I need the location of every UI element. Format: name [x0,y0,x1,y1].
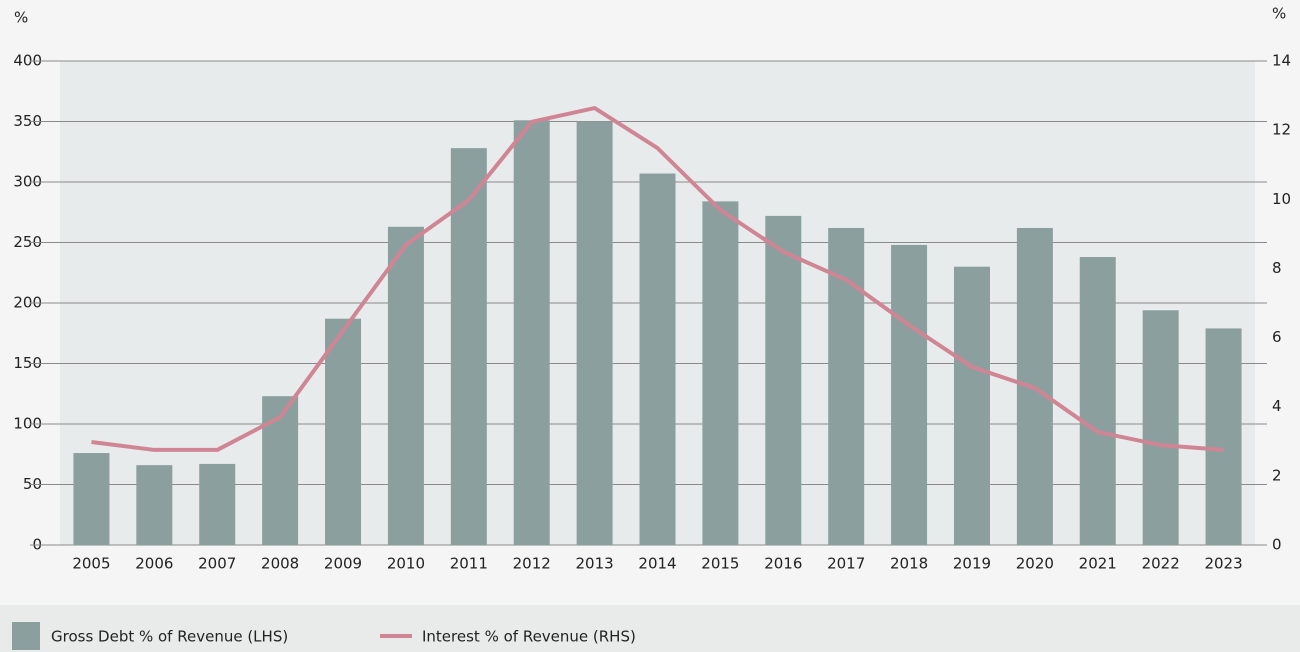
x-tick-label: 2013 [576,555,614,573]
bar [199,463,236,545]
y-tick-label: 200 [13,294,42,312]
x-tick-label: 2021 [1079,555,1117,573]
x-tick-label: 2022 [1142,555,1180,573]
bar [1205,328,1242,545]
y2-tick-label: 12 [1272,121,1291,139]
x-tick-label: 2015 [701,555,739,573]
bar [513,120,550,545]
y-tick-label: 100 [13,415,42,433]
bar [765,215,802,545]
legend-label: Gross Debt % of Revenue (LHS) [51,628,288,646]
x-tick-label: 2005 [72,555,110,573]
bar [73,453,110,545]
y-tick-label: 400 [13,52,42,70]
line [91,106,1224,452]
y-tick-label: 150 [13,354,42,372]
x-tick-label: 2009 [324,555,362,573]
x-tick-label: 2012 [513,555,551,573]
y2-tick-label: 10 [1272,190,1291,208]
bar [450,148,487,545]
bar [1142,310,1179,545]
y-tick-label: 350 [13,112,42,130]
x-tick-label: 2016 [764,555,802,573]
x-tick-label: 2020 [1016,555,1054,573]
y-axis-label: % [14,9,28,27]
bar [891,244,928,546]
y-tick-label: 250 [13,233,42,251]
bar [325,318,362,545]
bar [639,173,676,545]
x-tick-label: 2019 [953,555,991,573]
y-tick-label: 300 [13,173,42,191]
bar [262,396,299,545]
x-tick-label: 2017 [827,555,865,573]
y2-tick-label: 4 [1272,397,1282,415]
x-tick-label: 2018 [890,555,928,573]
y2-axis-label: % [1272,5,1286,23]
x-tick-label: 2007 [198,555,236,573]
x-tick-label: 2006 [135,555,173,573]
x-tick-label: 2010 [387,555,425,573]
bar [953,266,990,545]
bar [1079,257,1116,545]
bar [136,465,173,545]
x-tick-label: 2008 [261,555,299,573]
legend-label: Interest % of Revenue (RHS) [422,628,636,646]
y2-tick-label: 14 [1272,52,1291,70]
legend-swatch [12,622,40,650]
legend-band [0,605,1300,652]
bar [387,226,424,545]
y2-tick-label: 6 [1272,328,1282,346]
bar [576,121,613,545]
bar [702,201,739,546]
x-tick-label: 2023 [1204,555,1242,573]
y2-tick-label: 0 [1272,536,1282,554]
x-tick-label: 2014 [638,555,676,573]
y2-tick-label: 8 [1272,259,1282,277]
y2-tick-label: 2 [1272,466,1282,484]
x-tick-label: 2011 [450,555,488,573]
